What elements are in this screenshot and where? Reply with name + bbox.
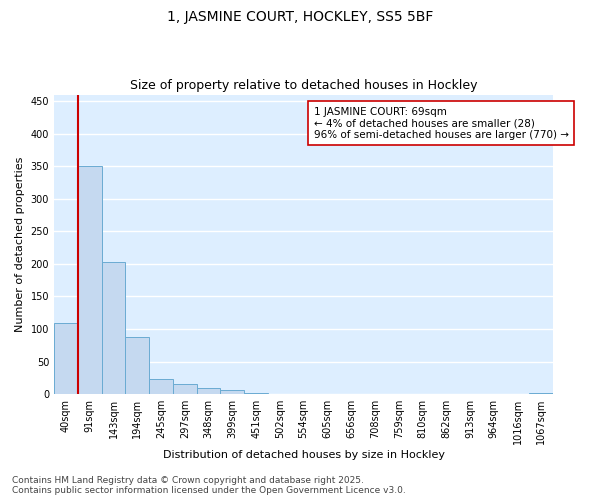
Bar xyxy=(244,393,268,394)
Bar xyxy=(101,262,125,394)
Bar xyxy=(78,166,101,394)
Bar xyxy=(173,384,197,394)
Text: Contains HM Land Registry data © Crown copyright and database right 2025.
Contai: Contains HM Land Registry data © Crown c… xyxy=(12,476,406,495)
Bar xyxy=(220,390,244,394)
Text: 1 JASMINE COURT: 69sqm
← 4% of detached houses are smaller (28)
96% of semi-deta: 1 JASMINE COURT: 69sqm ← 4% of detached … xyxy=(314,106,569,140)
Y-axis label: Number of detached properties: Number of detached properties xyxy=(15,156,25,332)
Title: Size of property relative to detached houses in Hockley: Size of property relative to detached ho… xyxy=(130,79,478,92)
Bar xyxy=(125,337,149,394)
Bar xyxy=(197,388,220,394)
Bar xyxy=(149,379,173,394)
X-axis label: Distribution of detached houses by size in Hockley: Distribution of detached houses by size … xyxy=(163,450,445,460)
Text: 1, JASMINE COURT, HOCKLEY, SS5 5BF: 1, JASMINE COURT, HOCKLEY, SS5 5BF xyxy=(167,10,433,24)
Bar xyxy=(529,393,553,394)
Bar xyxy=(54,322,78,394)
